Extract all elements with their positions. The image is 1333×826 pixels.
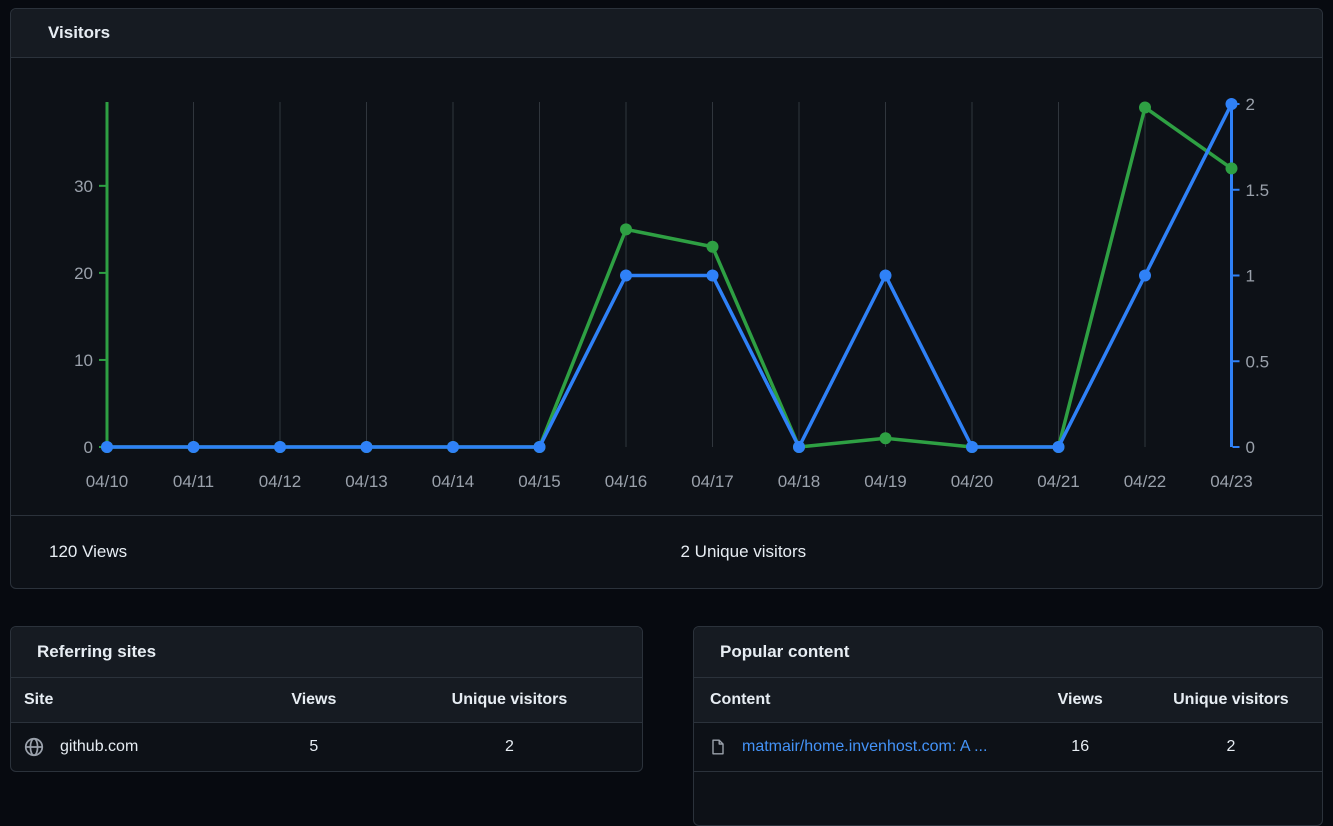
data-point[interactable] [274, 441, 286, 453]
x-axis-date-label: 04/12 [259, 472, 302, 491]
popular-content-link[interactable]: matmair/home.invenhost.com: A ... [742, 738, 988, 755]
referring-sites-column-headers: Site Views Unique visitors [11, 678, 642, 723]
popular-content-unique: 2 [1226, 738, 1236, 755]
data-point[interactable] [793, 441, 805, 453]
data-point[interactable] [1225, 98, 1238, 110]
x-axis-date-label: 04/23 [1210, 472, 1253, 491]
popular-content-title: Popular content [720, 642, 850, 661]
unique-visitors-line [105, 102, 1234, 449]
right-axis-tick-label: 0 [1246, 438, 1255, 457]
left-axis-tick-label: 30 [74, 177, 93, 196]
column-header-content: Content [710, 691, 771, 708]
popular-content-panel: Popular content Content Views Unique vis… [693, 626, 1323, 826]
popular-content-views: 16 [1071, 738, 1090, 755]
file-icon [710, 738, 726, 756]
data-point[interactable] [620, 269, 632, 282]
x-axis-date-label: 04/10 [86, 472, 129, 491]
referring-site-unique: 2 [505, 738, 514, 755]
data-point[interactable] [620, 223, 632, 236]
column-header-unique-visitors: Unique visitors [451, 691, 568, 708]
left-axis-tick-label: 10 [74, 351, 93, 370]
globe-icon [24, 737, 44, 757]
visitors-chart-area: 0 10 20 30 0 0.5 1 1.5 2 04/10 04/11 04/12 04/13 04/1… [11, 58, 1322, 515]
popular-content-column-headers: Content Views Unique visitors [694, 678, 1322, 723]
x-axis-date-label: 04/14 [432, 472, 475, 491]
visitors-chart: 0 10 20 30 0 0.5 1 1.5 2 04/10 04/11 04/12 04/13 04/1… [74, 95, 1270, 491]
x-axis-date-label: 04/19 [864, 472, 907, 491]
column-header-views: Views [1057, 691, 1103, 708]
visitors-panel-header: Visitors [11, 9, 1322, 58]
right-axis-tick-label: 1.5 [1246, 181, 1270, 200]
visitors-panel: Visitors 0 10 20 30 0 0.5 1 1.5 2 04/10 04/11 04/12… [10, 8, 1323, 589]
x-axis-date-label: 04/21 [1037, 472, 1080, 491]
right-axis-tick-label: 1 [1246, 267, 1255, 286]
x-axis-date-label: 04/22 [1124, 472, 1167, 491]
column-header-unique-visitors: Unique visitors [1173, 691, 1289, 708]
referring-sites-header: Referring sites [11, 627, 642, 678]
referring-site-name: github.com [60, 738, 139, 755]
column-header-views: Views [291, 691, 337, 708]
data-point[interactable] [879, 432, 892, 445]
visitors-panel-title: Visitors [48, 23, 111, 42]
referring-sites-title: Referring sites [37, 642, 157, 661]
referring-site-views: 5 [309, 738, 319, 755]
column-header-site: Site [24, 691, 54, 708]
data-point[interactable] [101, 441, 113, 453]
data-point[interactable] [879, 269, 892, 282]
data-point[interactable] [533, 441, 546, 453]
x-axis-date-label: 04/15 [518, 472, 561, 491]
right-axis-tick-label: 0.5 [1246, 352, 1270, 371]
unique-visitors-total: 2 Unique visitors [680, 542, 807, 561]
x-axis-date-label: 04/13 [345, 472, 388, 491]
data-point[interactable] [1225, 162, 1238, 175]
table-row-partial [694, 771, 1322, 799]
left-axis-tick-label: 0 [84, 438, 93, 457]
x-axis-date-label: 04/20 [951, 472, 994, 491]
data-point[interactable] [1139, 269, 1151, 282]
data-point[interactable] [1139, 101, 1151, 114]
referring-sites-panel: Referring sites Site Views Unique visito… [10, 626, 643, 772]
data-point[interactable] [447, 441, 459, 453]
left-axis-tick-label: 20 [74, 264, 93, 283]
x-axis-date-label: 04/18 [778, 472, 821, 491]
popular-content-header: Popular content [694, 627, 1322, 678]
right-axis-tick-label: 2 [1246, 95, 1255, 114]
data-point[interactable] [706, 240, 719, 253]
x-axis-date-label: 04/16 [605, 472, 648, 491]
data-point[interactable] [966, 441, 978, 453]
table-row: matmair/home.invenhost.com: A ... 16 2 [694, 723, 1322, 771]
table-row: github.com 5 2 [11, 723, 642, 771]
x-axis-date-label: 04/17 [691, 472, 734, 491]
data-point[interactable] [360, 441, 373, 453]
data-point[interactable] [187, 441, 200, 453]
views-total: 120 Views [49, 542, 128, 561]
data-point[interactable] [706, 269, 719, 282]
data-point[interactable] [1052, 441, 1065, 453]
visitors-summary-bar: 120 Views 2 Unique visitors [11, 515, 1322, 588]
x-axis-date-label: 04/11 [173, 472, 214, 491]
